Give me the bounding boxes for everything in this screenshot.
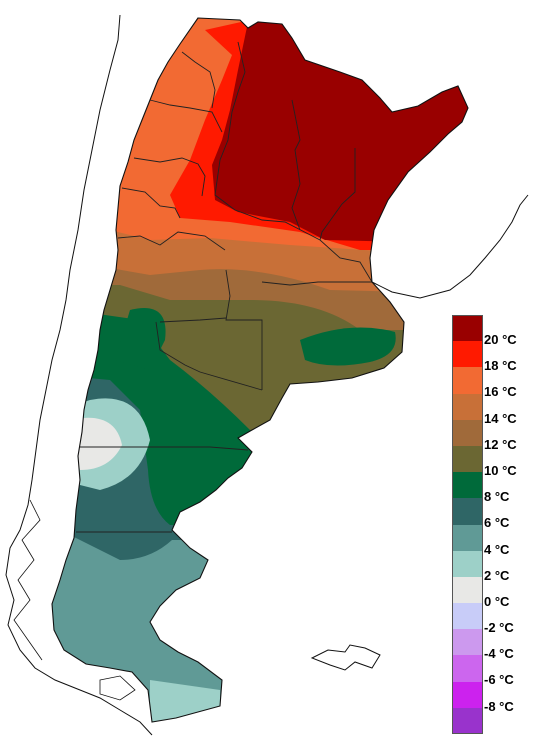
legend-label: 0 °C (484, 593, 510, 609)
legend-swatch (452, 576, 483, 604)
legend-swatch (452, 341, 483, 368)
legend-item: -4 °C (452, 629, 532, 661)
legend: 20 °C 18 °C 16 °C 14 °C 12 °C 10 °C 8 °C 6 °C 4 … (452, 315, 532, 734)
legend-label: -6 °C (484, 672, 514, 688)
legend-swatch (452, 707, 483, 734)
legend-item: 2 °C (452, 550, 532, 583)
legend-label: -4 °C (484, 646, 514, 662)
legend-item: -6 °C (452, 655, 532, 687)
legend-label: 4 °C (484, 541, 510, 557)
legend-swatch (452, 445, 483, 473)
legend-item: 14 °C (452, 393, 532, 426)
legend-item: 6 °C (452, 498, 532, 530)
legend-swatch (452, 681, 483, 708)
legend-swatch (452, 393, 483, 420)
legend-item: 12 °C (452, 419, 532, 452)
legend-label: 14 °C (484, 410, 517, 426)
legend-label: 18 °C (484, 358, 517, 374)
legend-item: 0 °C (452, 576, 532, 609)
legend-item: 10 °C (452, 445, 532, 478)
legend-label: 16 °C (484, 384, 517, 400)
legend-label: 8 °C (484, 489, 510, 505)
legend-label: -8 °C (484, 698, 514, 714)
legend-item (452, 707, 532, 734)
legend-item: -2 °C (452, 603, 532, 635)
legend-item: 18 °C (452, 341, 532, 373)
legend-swatch (452, 367, 483, 394)
legend-item: 8 °C (452, 472, 532, 504)
legend-swatch (452, 655, 483, 682)
legend-label: 2 °C (484, 567, 510, 583)
legend-swatch (452, 315, 483, 342)
legend-item: 16 °C (452, 367, 532, 399)
legend-swatch (452, 524, 483, 551)
legend-swatch (452, 472, 483, 499)
legend-item: 20 °C (452, 315, 532, 347)
legend-label: 10 °C (484, 462, 517, 478)
legend-swatch (452, 419, 483, 446)
legend-swatch (452, 629, 483, 656)
legend-swatch (452, 550, 483, 577)
legend-label: -2 °C (484, 620, 514, 636)
legend-swatch (452, 498, 483, 525)
legend-label: 20 °C (484, 332, 517, 347)
legend-item: -8 °C (452, 681, 532, 714)
legend-swatch (452, 603, 483, 630)
legend-label: 6 °C (484, 515, 510, 531)
legend-item: 4 °C (452, 524, 532, 557)
legend-label: 12 °C (484, 436, 517, 452)
